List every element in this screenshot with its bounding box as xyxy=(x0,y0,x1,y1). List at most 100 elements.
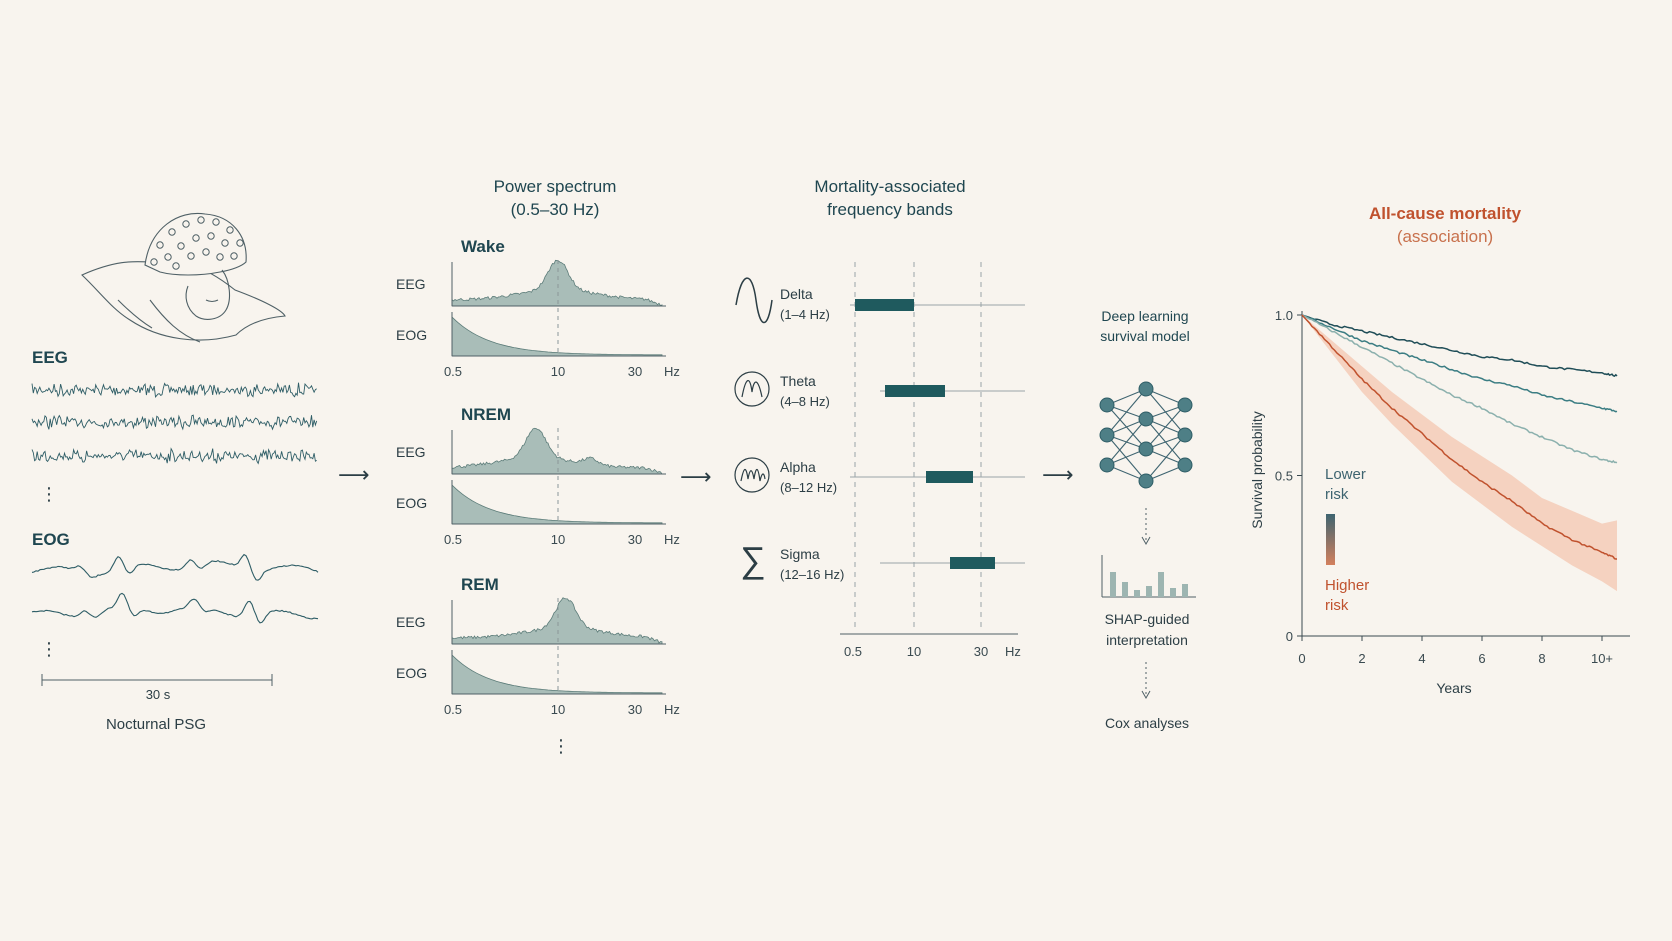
sine-wave-icon xyxy=(735,277,773,323)
spectrum-tick: 10 xyxy=(551,364,565,379)
arrow-icon: ⟶ xyxy=(1042,462,1074,487)
stage-label: Wake xyxy=(461,237,505,256)
spectrum-eeg-label: EEG xyxy=(396,614,426,630)
spectrum-tick: 0.5 xyxy=(444,702,462,717)
spectrum-tick: 30 xyxy=(628,702,642,717)
band-name: Sigma xyxy=(780,546,820,562)
eog-spectrum-area xyxy=(451,654,663,695)
spectrum-unit: Hz xyxy=(664,702,680,717)
band-row-alpha: Alpha (8–12 Hz) xyxy=(734,457,1025,495)
x-tick-label: 8 xyxy=(1538,651,1545,666)
bar-chart-icon xyxy=(1101,555,1196,598)
eog-traces xyxy=(31,553,319,624)
psg-eeg-more: ⋮ xyxy=(40,484,58,504)
eog-spectrum-area xyxy=(451,316,663,357)
band-bar-alpha xyxy=(926,471,973,483)
survival-curve xyxy=(1301,314,1617,560)
model-title: Deep learning xyxy=(1101,308,1188,324)
eog-trace xyxy=(31,592,319,624)
spectrum-more: ⋮ xyxy=(552,736,570,756)
psg-eeg-label: EEG xyxy=(32,348,68,367)
spectrum-eog-label: EOG xyxy=(396,495,427,511)
eog-trace xyxy=(31,553,319,581)
y-tick-label: 0.5 xyxy=(1275,469,1293,484)
eeg-spectrum-area xyxy=(451,259,663,307)
band-bar-theta xyxy=(885,385,945,397)
confidence-band xyxy=(1302,315,1617,592)
eeg-trace xyxy=(31,414,318,431)
theta-wave-circle-icon xyxy=(734,371,770,407)
bands-tick: 0.5 xyxy=(844,644,862,659)
eeg-trace xyxy=(31,447,317,465)
band-bar-delta xyxy=(855,299,914,311)
survival-curve xyxy=(1301,314,1618,464)
model-panel: Deep learning survival model xyxy=(1099,308,1196,731)
mortality-subtitle: (association) xyxy=(1397,227,1493,246)
stage-label: NREM xyxy=(461,405,511,424)
x-tick-label: 6 xyxy=(1478,651,1485,666)
x-tick-label: 2 xyxy=(1358,651,1365,666)
y-tick-label: 0 xyxy=(1286,629,1293,644)
band-range: (4–8 Hz) xyxy=(780,394,830,409)
band-name: Theta xyxy=(780,373,816,389)
shap-label: SHAP-guided xyxy=(1105,611,1190,627)
y-tick-label: 1.0 xyxy=(1275,308,1293,323)
survival-curve xyxy=(1301,314,1618,413)
alpha-wave-circle-icon xyxy=(734,457,770,493)
survival-curve xyxy=(1301,314,1618,377)
legend-higher: risk xyxy=(1325,597,1349,614)
mortality-title: All-cause mortality xyxy=(1369,204,1522,223)
spectrum-tick: 30 xyxy=(628,532,642,547)
eeg-spectrum-area xyxy=(451,597,663,645)
time-scale-label: 30 s xyxy=(146,687,171,702)
spectrum-title: Power spectrum xyxy=(494,177,617,196)
spectrum-eeg-label: EEG xyxy=(396,444,426,460)
legend-lower: risk xyxy=(1325,486,1349,503)
band-range: (8–12 Hz) xyxy=(780,480,837,495)
eeg-trace xyxy=(31,382,317,398)
model-subtitle: survival model xyxy=(1100,328,1189,344)
eog-spectrum-area xyxy=(451,484,663,525)
spectrum-tick: 10 xyxy=(551,532,565,547)
bands-grid xyxy=(854,262,982,630)
spectrum-eog-label: EOG xyxy=(396,327,427,343)
psg-caption: Nocturnal PSG xyxy=(106,716,206,733)
arrow-icon: ⟶ xyxy=(338,462,370,487)
bands-panel: Mortality-associated frequency bands 0.5… xyxy=(734,177,1025,659)
legend-higher: Higher xyxy=(1325,577,1369,594)
band-row-sigma: ∑ Sigma (12–16 Hz) xyxy=(740,539,1025,582)
band-range: (1–4 Hz) xyxy=(780,307,830,322)
time-scale-bar xyxy=(41,674,273,686)
sleeping-person-with-eeg-cap-icon xyxy=(81,212,286,343)
spectrum-tick: 10 xyxy=(551,702,565,717)
x-tick-label: 10+ xyxy=(1591,651,1613,666)
x-axis-label: Years xyxy=(1436,680,1471,696)
y-axis-label: Survival probability xyxy=(1249,411,1265,529)
spectrum-unit: Hz xyxy=(664,364,680,379)
mortality-panel: All-cause mortality (association) 0 0.5 1.… xyxy=(1249,204,1630,696)
arrow-icon: ⟶ xyxy=(680,464,712,489)
spectrum-rem: REM EEG EOG 0.5 10 30 Hz xyxy=(396,575,680,717)
band-name: Delta xyxy=(780,286,813,302)
spectrum-eog-label: EOG xyxy=(396,665,427,681)
x-tick-label: 4 xyxy=(1418,651,1425,666)
bands-tick: 10 xyxy=(907,644,921,659)
spectrum-eeg-label: EEG xyxy=(396,276,426,292)
x-tick-label: 0 xyxy=(1298,651,1305,666)
band-bar-sigma xyxy=(950,557,995,569)
spectrum-subtitle: (0.5–30 Hz) xyxy=(511,200,600,219)
band-row-theta: Theta (4–8 Hz) xyxy=(734,371,1025,409)
bands-tick: 30 xyxy=(974,644,988,659)
psg-panel: EEG ⋮ EOG ⋮ 30 s Nocturnal PSG xyxy=(31,212,319,733)
psg-eog-more: ⋮ xyxy=(40,639,58,659)
spectrum-nrem: NREM EEG EOG 0.5 10 30 Hz xyxy=(396,405,680,547)
spectrum-tick: 0.5 xyxy=(444,532,462,547)
spectrum-tick: 0.5 xyxy=(444,364,462,379)
stage-label: REM xyxy=(461,575,499,594)
risk-gradient-bar xyxy=(1326,514,1335,565)
spectrum-unit: Hz xyxy=(664,532,680,547)
eeg-traces xyxy=(31,382,318,465)
bands-title: Mortality-associated xyxy=(814,177,965,196)
psg-eog-label: EOG xyxy=(32,530,70,549)
